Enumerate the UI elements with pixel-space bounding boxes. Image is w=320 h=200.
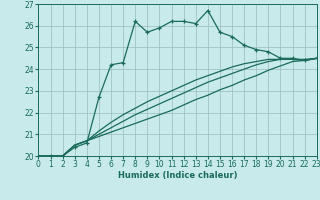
X-axis label: Humidex (Indice chaleur): Humidex (Indice chaleur)	[118, 171, 237, 180]
